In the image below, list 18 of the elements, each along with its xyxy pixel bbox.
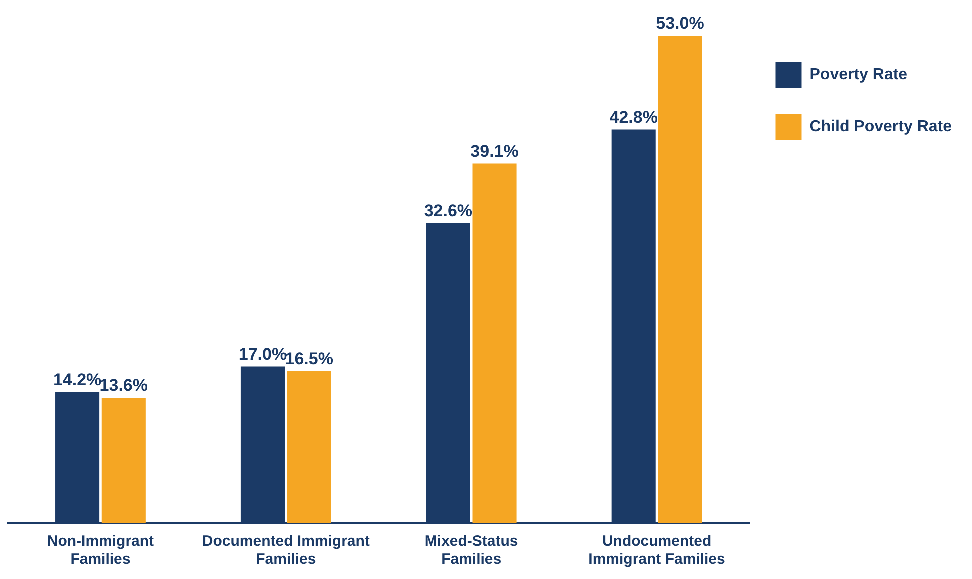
bar [658, 36, 702, 523]
legend-label: Poverty Rate [810, 66, 908, 84]
x-tick-label: Non-Immigrant Families [47, 533, 154, 568]
bar [287, 371, 332, 523]
x-tick-label: Documented Immigrant Families [202, 533, 370, 568]
data-label: 42.8% [610, 108, 658, 127]
data-label: 13.6% [100, 376, 148, 396]
bar [472, 164, 517, 523]
data-label: 39.1% [470, 142, 519, 161]
x-tick-label: Undocumented Immigrant Families [588, 533, 726, 568]
data-label: 14.2% [53, 370, 102, 390]
legend-label: Child Poverty Rate [810, 118, 952, 136]
data-label: 17.0% [238, 344, 288, 364]
data-label: 53.0% [656, 14, 704, 34]
x-tick-label: Mixed-Status Families [424, 533, 518, 568]
data-label: 32.6% [424, 202, 473, 221]
bar [102, 398, 146, 523]
data-label: 16.5% [285, 350, 334, 369]
